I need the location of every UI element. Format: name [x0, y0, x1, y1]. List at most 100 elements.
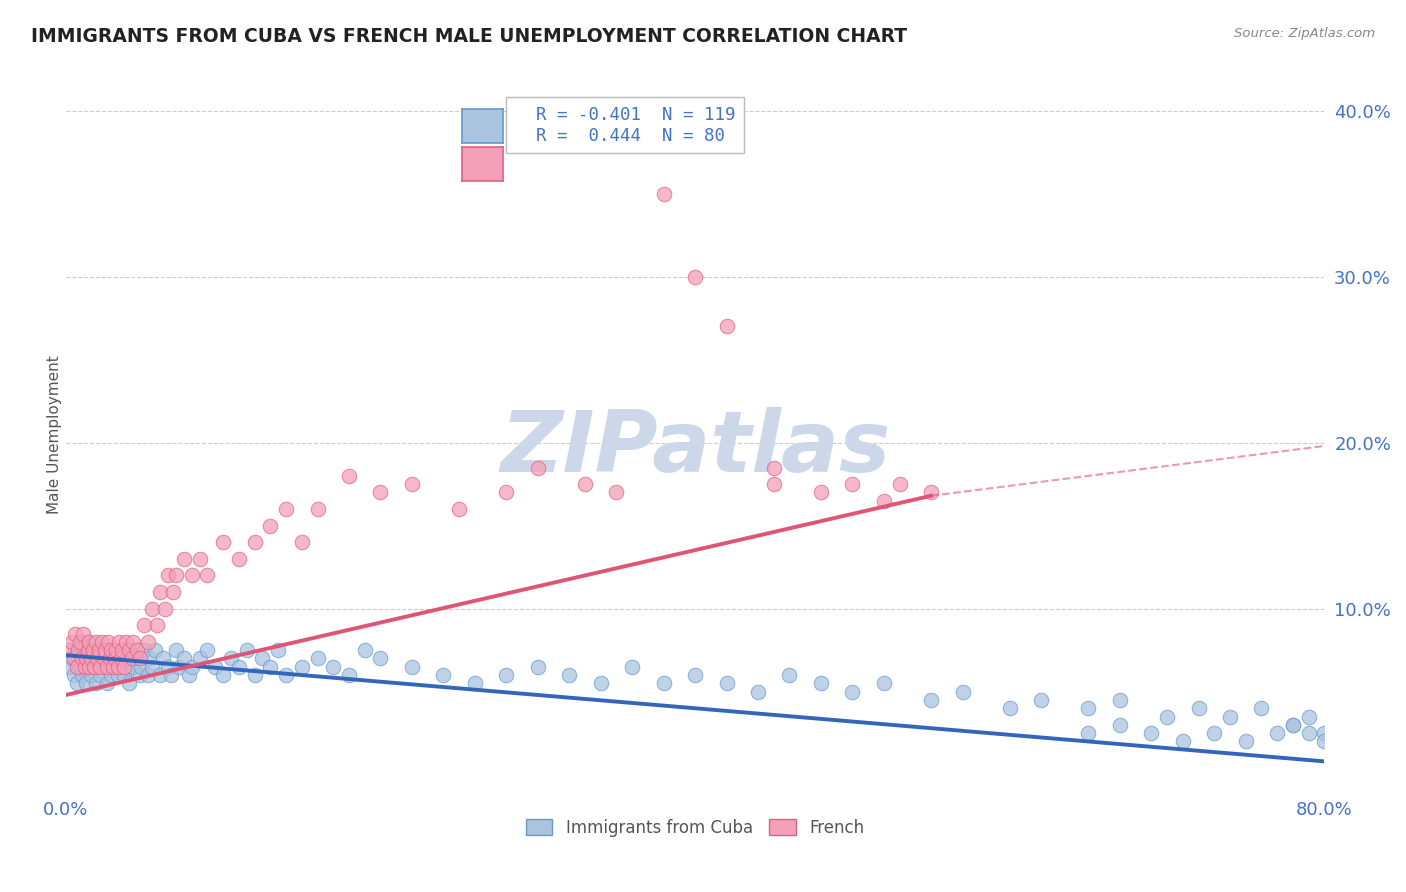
Point [526, 460, 548, 475]
Point [67, 643, 90, 657]
Point [1219, 709, 1241, 723]
Y-axis label: Male Unemployment: Male Unemployment [48, 355, 62, 514]
Point [228, 552, 250, 566]
Point [65, 626, 87, 640]
Point [76, 635, 98, 649]
Point [1077, 726, 1099, 740]
Point [1031, 693, 1053, 707]
Point [173, 651, 195, 665]
Point [98, 651, 121, 665]
Point [259, 659, 281, 673]
Point [86, 651, 108, 665]
Point [136, 635, 159, 649]
Point [157, 568, 180, 582]
Point [80, 643, 103, 657]
Point [337, 668, 360, 682]
Point [274, 668, 297, 682]
Point [219, 651, 242, 665]
Point [80, 668, 103, 682]
Point [652, 676, 675, 690]
Point [58, 659, 80, 673]
Point [1234, 734, 1257, 748]
Point [353, 643, 375, 657]
Point [621, 659, 644, 673]
Point [66, 676, 89, 690]
Point [307, 502, 329, 516]
Point [101, 659, 124, 673]
Point [118, 676, 141, 690]
Point [128, 651, 150, 665]
Point [204, 659, 226, 673]
Point [114, 635, 136, 649]
Point [747, 684, 769, 698]
Point [1298, 726, 1320, 740]
Point [60, 635, 83, 649]
Text: IMMIGRANTS FROM CUBA VS FRENCH MALE UNEMPLOYMENT CORRELATION CHART: IMMIGRANTS FROM CUBA VS FRENCH MALE UNEM… [31, 27, 907, 45]
Point [188, 552, 211, 566]
Point [72, 643, 94, 657]
Point [212, 535, 235, 549]
Point [401, 477, 423, 491]
Point [96, 659, 118, 673]
Point [762, 477, 785, 491]
Point [998, 701, 1021, 715]
Point [157, 659, 180, 673]
Point [180, 568, 202, 582]
Point [118, 643, 141, 657]
Point [212, 668, 235, 682]
Point [82, 643, 104, 657]
Point [91, 635, 114, 649]
Point [105, 643, 128, 657]
Point [121, 651, 143, 665]
Point [322, 659, 344, 673]
Point [128, 668, 150, 682]
Point [1171, 734, 1194, 748]
Point [66, 659, 89, 673]
Point [149, 585, 172, 599]
Point [683, 269, 706, 284]
Point [810, 485, 832, 500]
Point [134, 618, 156, 632]
Point [75, 651, 97, 665]
Legend: Immigrants from Cuba, French: Immigrants from Cuba, French [519, 813, 872, 844]
Point [75, 676, 97, 690]
Point [146, 618, 169, 632]
Point [652, 186, 675, 201]
Point [105, 651, 128, 665]
Point [1109, 718, 1132, 732]
Point [72, 626, 94, 640]
Point [112, 659, 135, 673]
Point [810, 676, 832, 690]
Point [76, 643, 98, 657]
Point [252, 651, 274, 665]
Point [100, 643, 122, 657]
Point [197, 643, 219, 657]
Point [401, 659, 423, 673]
Point [167, 659, 190, 673]
Point [114, 659, 136, 673]
Point [125, 651, 148, 665]
Point [920, 485, 942, 500]
Point [337, 468, 360, 483]
Point [779, 668, 801, 682]
Point [84, 635, 107, 649]
Point [1140, 726, 1163, 740]
Point [152, 651, 174, 665]
Point [103, 651, 125, 665]
Point [762, 460, 785, 475]
Point [70, 635, 93, 649]
Point [101, 643, 124, 657]
Point [93, 651, 115, 665]
Point [873, 676, 896, 690]
Point [122, 659, 145, 673]
Point [111, 643, 134, 657]
Point [62, 668, 84, 682]
Point [93, 643, 115, 657]
Point [1187, 701, 1209, 715]
Point [1156, 709, 1178, 723]
Point [86, 659, 108, 673]
Point [1077, 701, 1099, 715]
Point [243, 668, 266, 682]
Point [243, 535, 266, 549]
Point [80, 651, 103, 665]
